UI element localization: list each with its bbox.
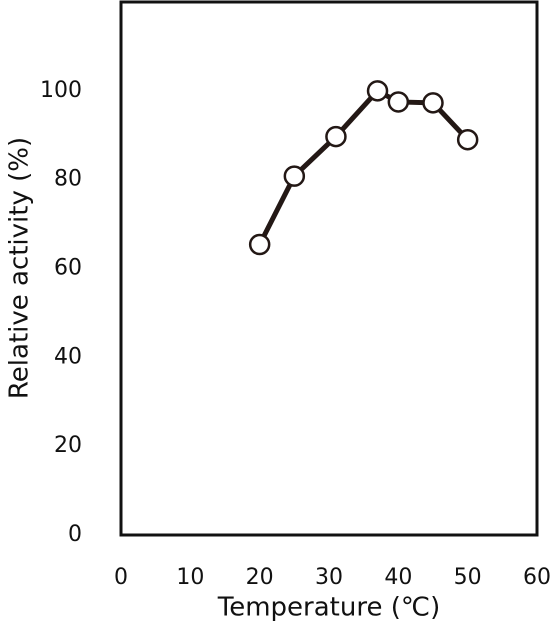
x-axis-title: Temperature (℃) xyxy=(217,593,440,623)
data-point xyxy=(366,80,389,102)
y-tick-label: 40 xyxy=(54,344,82,369)
data-point xyxy=(422,92,444,114)
y-tick-label: 20 xyxy=(54,433,82,458)
x-tick-label: 10 xyxy=(176,565,204,590)
data-point xyxy=(387,91,410,113)
data-point xyxy=(325,125,347,148)
x-tick-label: 20 xyxy=(246,565,274,590)
plot-frame xyxy=(119,0,539,537)
y-tick-label: 0 xyxy=(68,522,82,547)
y-tick-label: 80 xyxy=(54,167,82,192)
x-tick-label: 0 xyxy=(114,565,128,590)
x-tick-label: 40 xyxy=(384,565,412,590)
x-tick-label: 50 xyxy=(454,565,482,590)
x-tick-label: 60 xyxy=(523,565,551,590)
y-tick-label: 100 xyxy=(40,78,82,103)
y-tick-label: 60 xyxy=(54,256,82,281)
data-point xyxy=(248,233,271,256)
x-tick-label: 30 xyxy=(315,565,343,590)
data-point xyxy=(456,128,479,151)
data-point xyxy=(283,165,306,187)
y-axis-title: Relative activity (%) xyxy=(5,137,35,399)
